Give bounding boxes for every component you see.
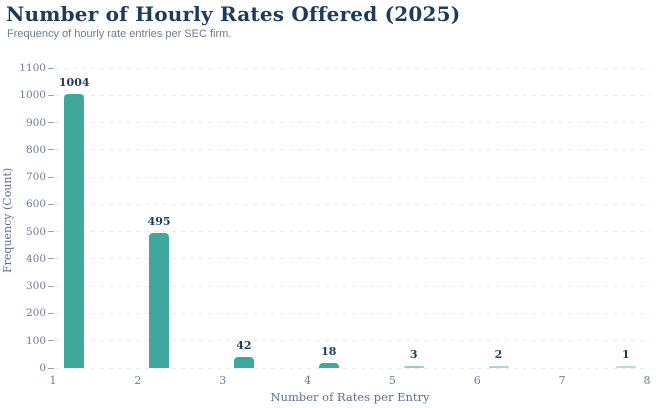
bar — [403, 366, 424, 368]
y-tick-mark — [48, 231, 54, 233]
y-tick-mark — [48, 312, 54, 314]
bar — [149, 233, 170, 368]
gridline — [55, 340, 650, 342]
bar-value-label: 2 — [494, 348, 503, 362]
bar-value-label: 1 — [621, 348, 630, 362]
y-tick-mark — [48, 94, 54, 96]
gridline — [55, 149, 650, 151]
bar — [318, 363, 339, 368]
chart-subtitle: Frequency of hourly rate entries per SEC… — [7, 28, 232, 40]
y-tick-label: 900 — [25, 116, 46, 129]
x-tick-label: 8 — [643, 374, 651, 387]
y-tick-label: 300 — [25, 280, 46, 293]
gridline — [55, 258, 650, 260]
gridline — [55, 231, 650, 233]
y-tick-label: 700 — [25, 171, 46, 184]
gridline — [55, 67, 650, 69]
y-tick-label: 100 — [25, 334, 46, 347]
y-tick-label: 1100 — [19, 62, 46, 74]
y-tick-label: 800 — [25, 143, 46, 156]
x-tick-label: 1 — [49, 374, 57, 387]
y-tick-label: 0 — [39, 362, 46, 374]
y-tick-label: 500 — [25, 225, 46, 238]
bar-value-label: 1004 — [58, 76, 90, 90]
y-tick-mark — [48, 67, 54, 69]
x-tick-label: 3 — [219, 374, 227, 387]
y-tick-mark — [48, 149, 54, 151]
x-tick-label: 4 — [304, 374, 312, 387]
y-tick-mark — [48, 258, 54, 260]
y-tick-mark — [48, 176, 54, 178]
y-tick-mark — [48, 203, 54, 205]
x-tick-label: 2 — [134, 374, 142, 387]
gridline — [55, 367, 650, 369]
bar-value-label: 18 — [321, 345, 337, 359]
y-tick-mark — [48, 285, 54, 287]
y-tick-label: 600 — [25, 198, 46, 211]
gridline — [55, 94, 650, 96]
gridline — [55, 312, 650, 314]
gridline — [55, 122, 650, 124]
gridline — [55, 203, 650, 205]
y-tick-label: 400 — [25, 252, 46, 265]
x-tick-label: 5 — [388, 374, 396, 387]
bar — [615, 366, 636, 368]
y-tick-mark — [48, 122, 54, 124]
chart-title: Number of Hourly Rates Offered (2025) — [6, 2, 461, 26]
y-tick-label: 200 — [25, 307, 46, 320]
bar-value-label: 3 — [409, 348, 418, 362]
gridline — [55, 285, 650, 287]
y-tick-mark — [48, 367, 54, 369]
y-tick-mark — [48, 340, 54, 342]
y-tick-label: 1000 — [19, 89, 46, 102]
x-tick-label: 7 — [558, 374, 566, 387]
bar-value-label: 42 — [236, 338, 252, 352]
bar — [64, 94, 85, 368]
bar-value-label: 495 — [147, 215, 171, 228]
x-axis-title: Number of Rates per Entry — [270, 390, 430, 404]
bar — [488, 366, 509, 368]
bar — [233, 356, 254, 368]
gridline — [55, 176, 650, 178]
x-tick-label: 6 — [473, 374, 481, 387]
